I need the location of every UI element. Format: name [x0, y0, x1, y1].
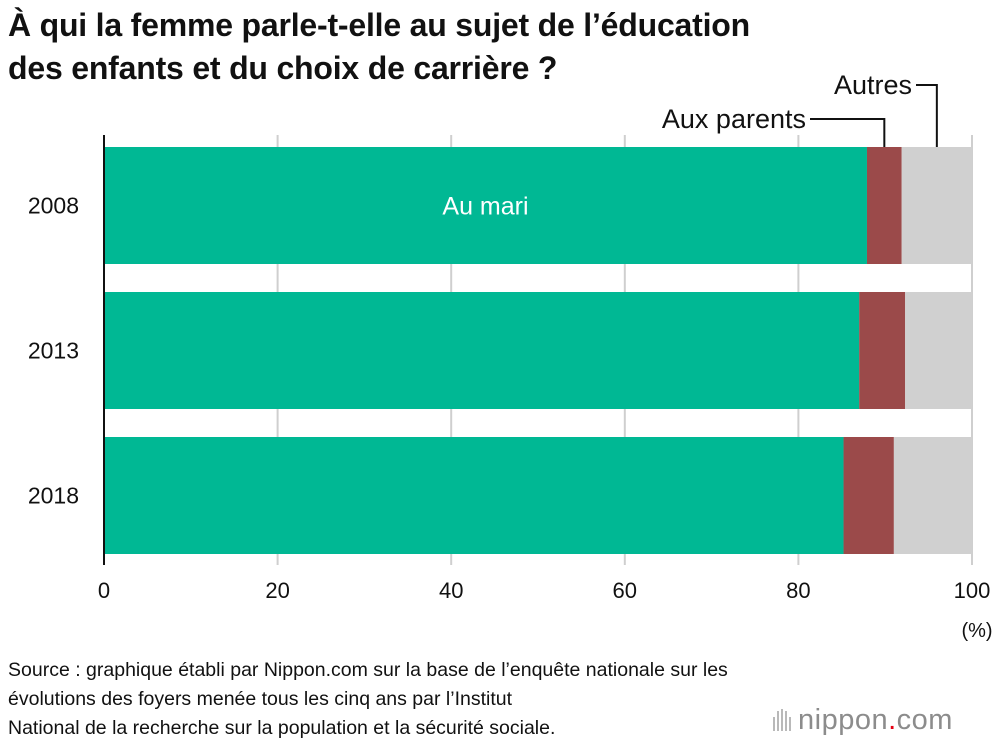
logo-tld: com: [896, 703, 953, 736]
series-label-au-mari: Au mari: [442, 193, 528, 221]
series-label-aux-parents: Aux parents: [662, 104, 806, 134]
x-tick-label: 0: [98, 578, 110, 603]
x-tick-label: 60: [613, 578, 637, 603]
nippon-logo: nippon.com: [773, 702, 953, 738]
x-tick-label: 100: [954, 578, 991, 603]
bar-au-mari-2008: [104, 147, 867, 264]
bar-aux-parents-2013: [859, 292, 906, 409]
logo-dot: .: [888, 703, 897, 736]
chart-title-line-2: des enfants et du choix de carrière ?: [8, 50, 558, 86]
x-tick-label: 20: [265, 578, 289, 603]
bar-autres-2018: [893, 437, 972, 554]
category-label: 2018: [28, 483, 79, 509]
stacked-bar-chart: 2008 2013 2018 0 20 40 60 80 100 (%) Au mari Aux…: [28, 70, 993, 642]
x-tick-label: 80: [786, 578, 810, 603]
bar-aux-parents-2008: [866, 147, 902, 264]
source-line-2: évolutions des foyers menée tous les cin…: [8, 688, 513, 710]
callout-line-autres: [916, 84, 938, 147]
chart-title-line-1: À qui la femme parle-t-elle au sujet de …: [8, 7, 750, 43]
category-labels: 2008 2013 2018: [28, 193, 79, 509]
bar-au-mari-2013: [104, 292, 860, 409]
series-label-autres: Autres: [834, 70, 912, 100]
bar-autres-2008: [901, 147, 972, 264]
x-tick-label: 40: [439, 578, 463, 603]
callout-line-aux-parents: [810, 118, 886, 147]
x-tick-labels: 0 20 40 60 80 100: [98, 578, 990, 603]
bar-au-mari-2018: [104, 437, 844, 554]
logo-mark-icon: [773, 709, 791, 731]
series-callouts: Au mari Aux parents Autres: [442, 70, 938, 221]
logo-text: nippon.com: [798, 704, 953, 737]
bars: [104, 147, 972, 554]
category-label: 2008: [28, 193, 79, 219]
category-label: 2013: [28, 338, 79, 364]
x-unit-label: (%): [961, 620, 992, 642]
bar-autres-2013: [905, 292, 972, 409]
source-note: Source : graphique établi par Nippon.com…: [8, 656, 728, 743]
source-line-3: National de la recherche sur la populati…: [8, 717, 556, 739]
logo-name: nippon: [798, 703, 889, 736]
chart-title: À qui la femme parle-t-elle au sujet de …: [8, 4, 750, 90]
bar-aux-parents-2018: [843, 437, 894, 554]
source-line-1: Source : graphique établi par Nippon.com…: [8, 659, 728, 681]
